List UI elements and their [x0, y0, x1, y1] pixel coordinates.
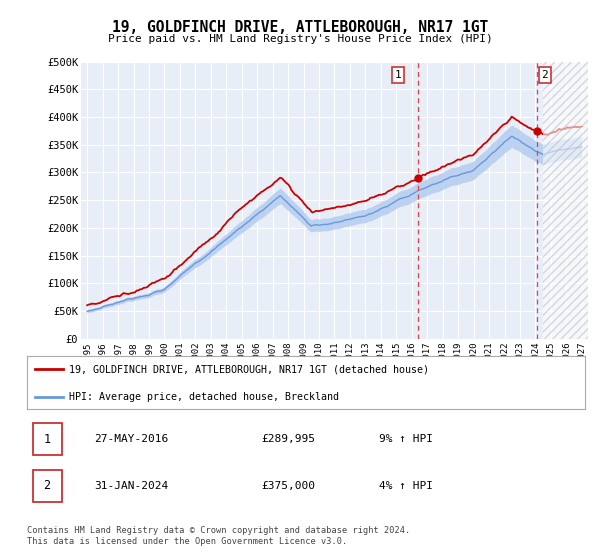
Text: Contains HM Land Registry data © Crown copyright and database right 2024.
This d: Contains HM Land Registry data © Crown c… [27, 526, 410, 546]
FancyBboxPatch shape [32, 423, 62, 455]
Text: 27-MAY-2016: 27-MAY-2016 [94, 435, 168, 444]
Text: 2: 2 [44, 479, 50, 492]
Text: £289,995: £289,995 [262, 435, 316, 444]
Text: 31-JAN-2024: 31-JAN-2024 [94, 481, 168, 491]
Text: 1: 1 [44, 433, 50, 446]
Text: 9% ↑ HPI: 9% ↑ HPI [379, 435, 433, 444]
Text: Price paid vs. HM Land Registry's House Price Index (HPI): Price paid vs. HM Land Registry's House … [107, 34, 493, 44]
Text: 19, GOLDFINCH DRIVE, ATTLEBOROUGH, NR17 1GT (detached house): 19, GOLDFINCH DRIVE, ATTLEBOROUGH, NR17 … [69, 365, 429, 375]
Text: 2: 2 [541, 70, 548, 80]
FancyBboxPatch shape [32, 470, 62, 502]
Text: 4% ↑ HPI: 4% ↑ HPI [379, 481, 433, 491]
Text: HPI: Average price, detached house, Breckland: HPI: Average price, detached house, Brec… [69, 392, 339, 402]
Text: 19, GOLDFINCH DRIVE, ATTLEBOROUGH, NR17 1GT: 19, GOLDFINCH DRIVE, ATTLEBOROUGH, NR17 … [112, 20, 488, 35]
Text: 1: 1 [395, 70, 401, 80]
Text: £375,000: £375,000 [262, 481, 316, 491]
